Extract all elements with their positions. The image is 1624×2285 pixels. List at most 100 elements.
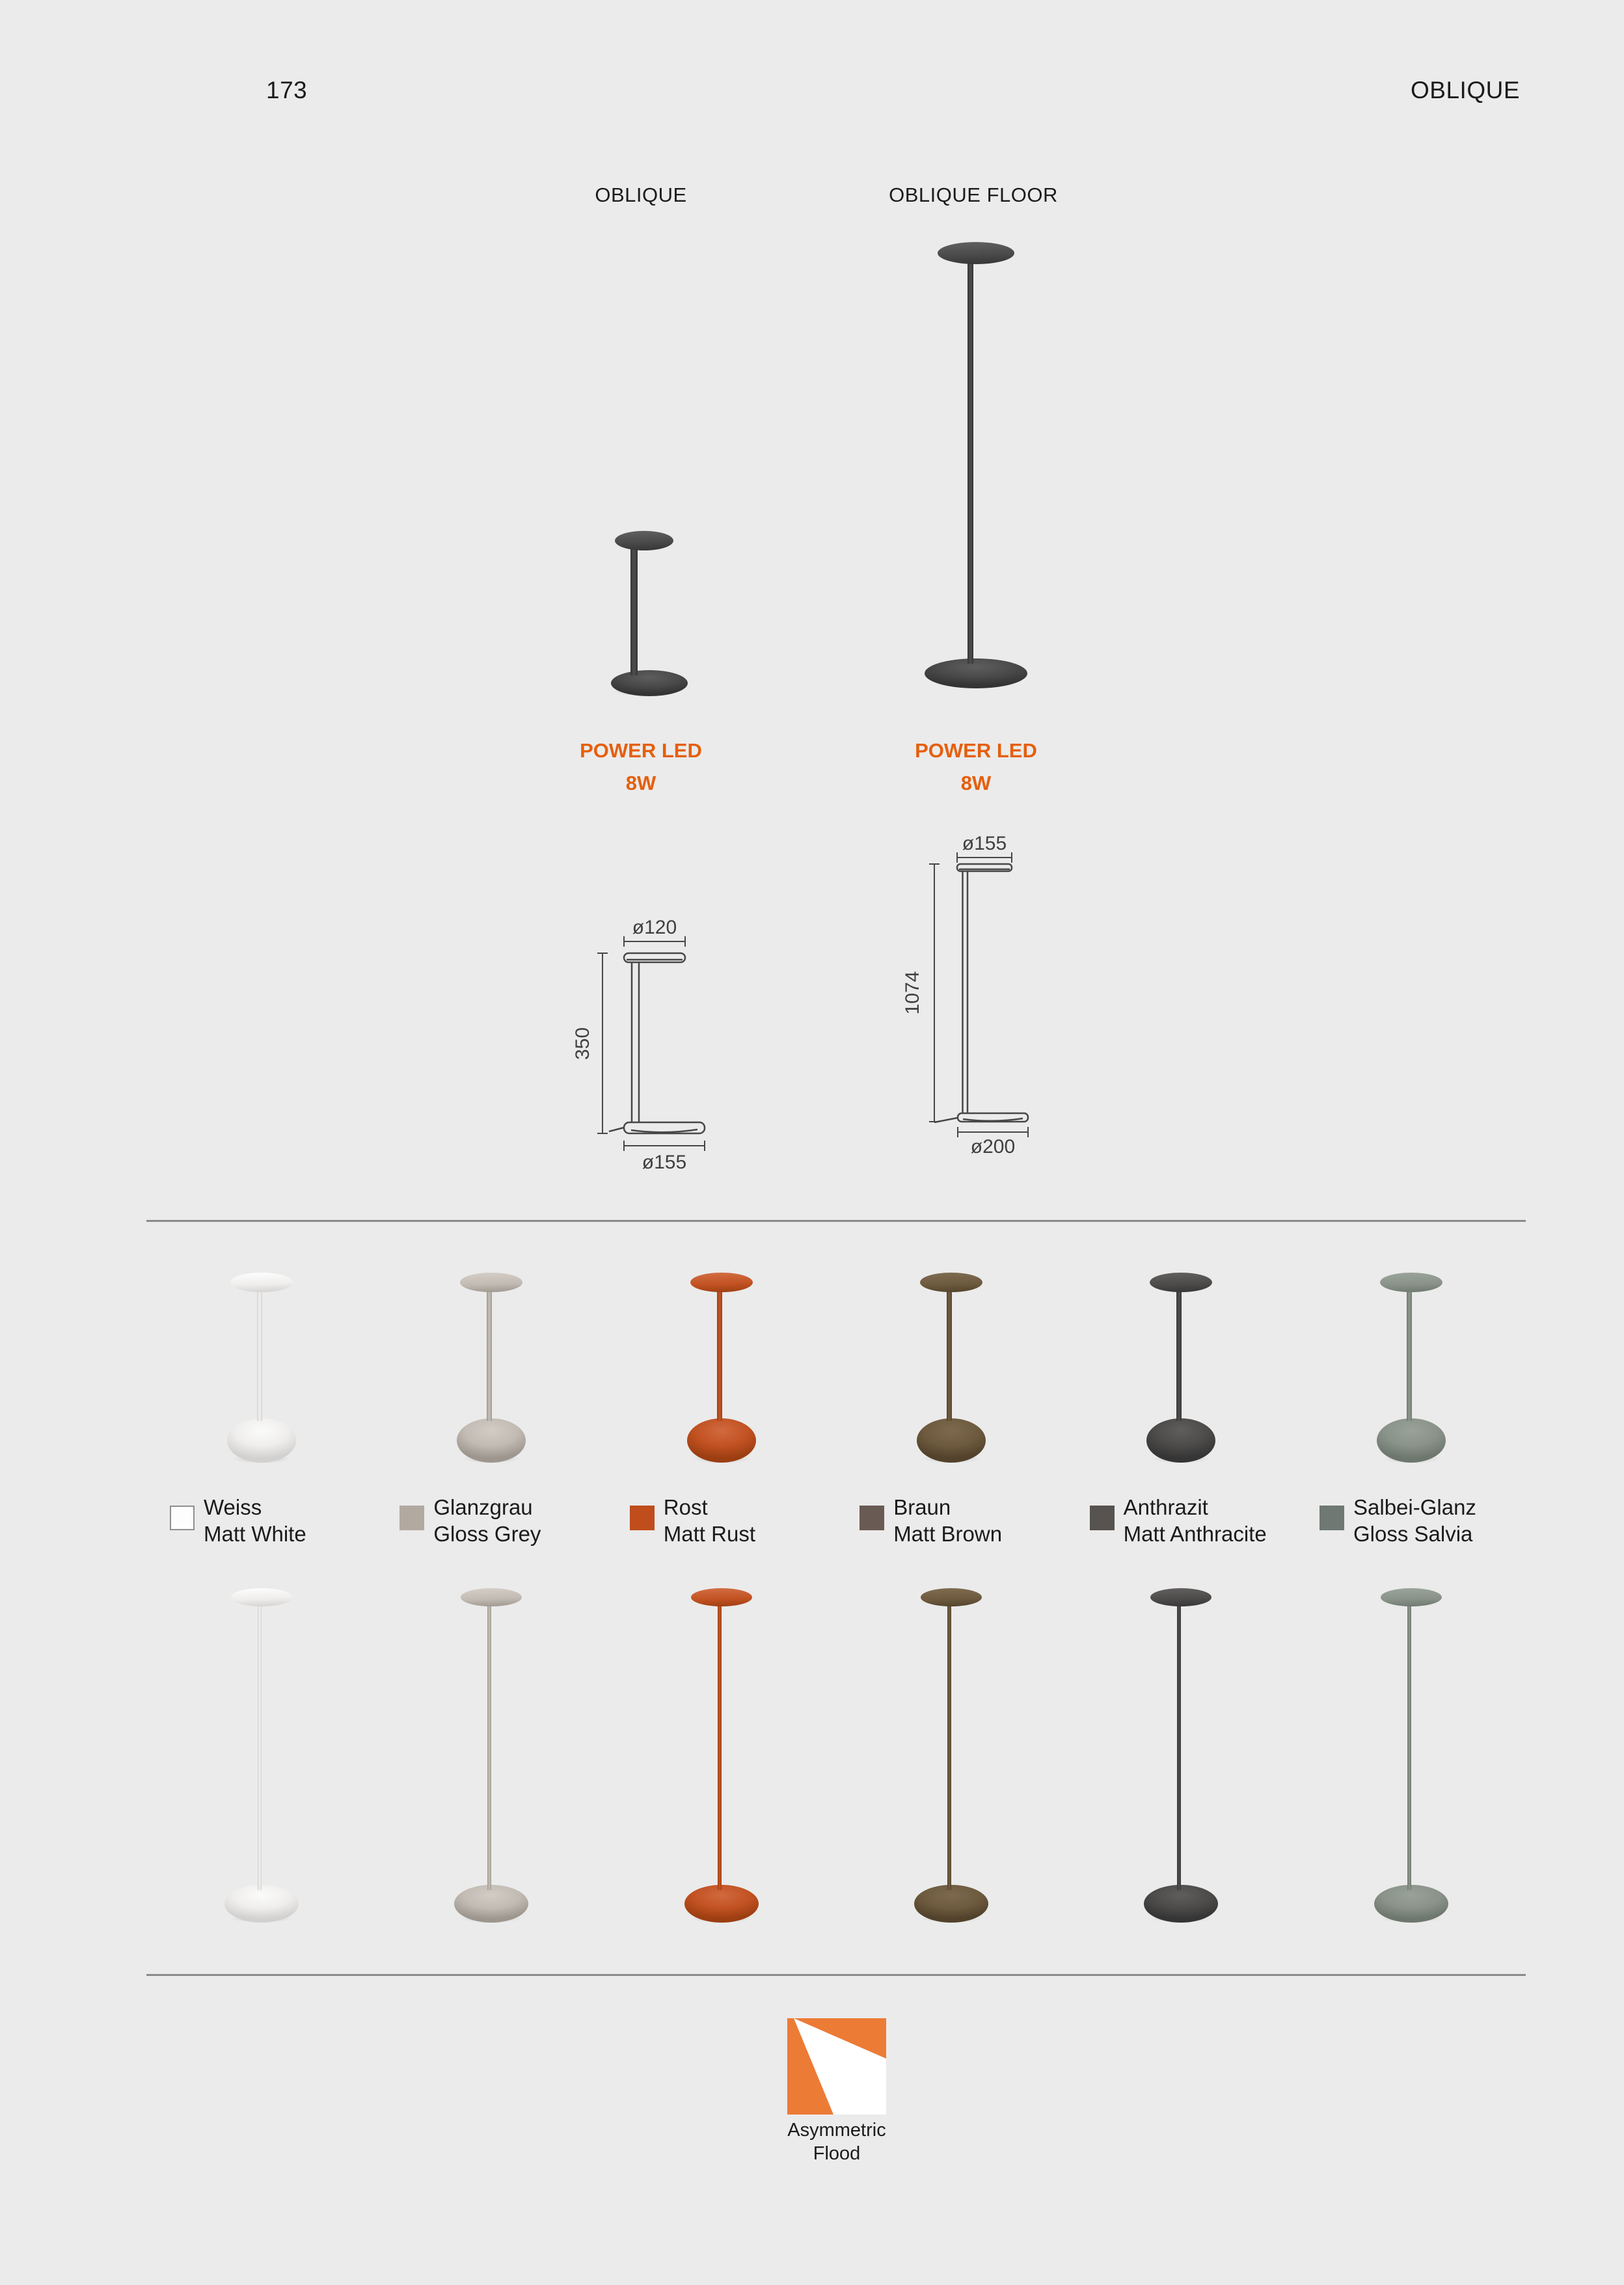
- beam-type-line2: Flood: [813, 2143, 861, 2164]
- finish-table-lamp-0-head: [230, 1273, 293, 1292]
- finish-floor-lamp-4-stem: [1177, 1604, 1182, 1890]
- finish-swatch: [170, 1506, 195, 1530]
- finish-name: Weiss Matt White: [204, 1494, 306, 1547]
- finish-table-lamp-3-head: [919, 1273, 982, 1292]
- beam-type-label: Asymmetric Flood: [787, 2118, 886, 2165]
- finish-name-de: Salbei-Glanz: [1353, 1495, 1476, 1519]
- finish-table-lamp-1: [451, 1273, 532, 1465]
- finish-floor-lamp-1-stem: [487, 1604, 492, 1890]
- finish-table-lamp-4-base: [1146, 1418, 1216, 1463]
- wattage-label-oblique-floor: 8W: [960, 772, 992, 794]
- finish-name: Salbei-Glanz Gloss Salvia: [1353, 1494, 1476, 1547]
- dim-line-head: [956, 852, 1012, 863]
- finish-name-de: Weiss: [204, 1495, 262, 1519]
- wattage-label-oblique: 8W: [625, 772, 656, 794]
- asymmetric-flood-icon: [787, 2018, 886, 2115]
- finish-table-lamp-4: [1141, 1273, 1222, 1465]
- dim-label-head-diameter: ø155: [962, 833, 1007, 854]
- finish-table-lamp-4-head: [1150, 1273, 1213, 1292]
- lamp-outline: [934, 863, 1029, 1124]
- finish-name: Glanzgrau Gloss Grey: [433, 1494, 541, 1547]
- photo-oblique-table-lamp-head: [615, 531, 673, 550]
- finish-floor-lamp-2: [678, 1588, 765, 1924]
- finish-floor-lamp-1-head: [461, 1588, 522, 1606]
- finish-floor-lamp-5-head: [1380, 1588, 1442, 1606]
- dim-label-height: 350: [573, 1027, 593, 1060]
- finish-name: Rost Matt Rust: [664, 1494, 755, 1547]
- finish-floor-lamp-5-base: [1374, 1885, 1448, 1923]
- finish-table-lamp-1-head: [460, 1273, 523, 1292]
- finish-table-lamp-3: [910, 1273, 992, 1465]
- finish-swatch: [1320, 1506, 1344, 1530]
- finish-label-0: Weiss Matt White: [146, 1494, 377, 1565]
- divider-top: [146, 1220, 1526, 1222]
- photo-oblique-floor-lamp: [918, 242, 1034, 691]
- finish-name-en: Matt Brown: [893, 1522, 1003, 1546]
- photo-oblique-floor-lamp-head: [938, 242, 1014, 264]
- finish-table-lamp-0: [221, 1273, 302, 1465]
- finish-table-lamp-3-stem: [946, 1290, 952, 1421]
- finish-table-lamp-5-head: [1379, 1273, 1442, 1292]
- power-led-label-oblique: POWER LED: [580, 739, 702, 762]
- finish-table-lamp-2-head: [690, 1273, 753, 1292]
- finish-floor-lamp-2-base: [684, 1885, 759, 1923]
- finish-name: Braun Matt Brown: [893, 1494, 1002, 1547]
- dim-label-head-diameter: ø120: [632, 917, 677, 938]
- finish-table-lamp-5-stem: [1406, 1290, 1412, 1421]
- photo-oblique-floor-lamp-stem: [968, 262, 973, 664]
- finish-table-lamp-0-stem: [256, 1290, 262, 1421]
- product-title-oblique: OBLIQUE: [595, 183, 687, 206]
- finish-label-2: Rost Matt Rust: [606, 1494, 837, 1565]
- finish-name-en: Matt Anthracite: [1123, 1522, 1267, 1546]
- finish-table-lamp-1-stem: [487, 1290, 493, 1421]
- finish-label-1: Glanzgrau Gloss Grey: [376, 1494, 606, 1565]
- dimension-drawing-oblique: ø120 350 ø155: [573, 917, 706, 1173]
- finish-floor-lamp-2-stem: [717, 1604, 722, 1890]
- finish-floor-lamp-3-base: [914, 1885, 988, 1923]
- finish-name-de: Glanzgrau: [433, 1495, 533, 1519]
- dim-line-base: [623, 1141, 705, 1151]
- finish-label-4: Anthrazit Matt Anthracite: [1066, 1494, 1297, 1565]
- finish-floor-lamp-0-base: [224, 1885, 299, 1923]
- finish-floor-lamp-4-head: [1150, 1588, 1212, 1606]
- finish-name-en: Gloss Grey: [433, 1522, 541, 1546]
- finish-label-5: Salbei-Glanz Gloss Salvia: [1296, 1494, 1526, 1565]
- finish-floor-lamp-2-head: [690, 1588, 752, 1606]
- finish-floor-lamp-5-stem: [1407, 1604, 1411, 1890]
- dim-label-height: 1074: [902, 971, 923, 1015]
- finish-floor-lamp-0-stem: [257, 1604, 262, 1890]
- dimension-drawing-oblique-floor: ø155 1074 ø200: [902, 833, 1029, 1157]
- dim-line-head: [623, 936, 686, 947]
- finish-floor-lamp-0-head: [230, 1588, 292, 1606]
- finish-table-lamp-2-stem: [716, 1290, 722, 1421]
- finish-table-lamp-2-base: [686, 1418, 756, 1463]
- photo-oblique-table-lamp-base: [611, 670, 688, 696]
- product-title-oblique-floor: OBLIQUE FLOOR: [889, 183, 1058, 206]
- finish-label-3: Braun Matt Brown: [836, 1494, 1066, 1565]
- page-header-title: OBLIQUE: [1411, 77, 1520, 103]
- finish-floor-lamp-1: [448, 1588, 535, 1924]
- dim-line-height: [929, 863, 940, 1122]
- photo-oblique-floor-lamp-base: [925, 658, 1027, 688]
- lamp-outline: [608, 952, 706, 1135]
- finish-name-de: Braun: [893, 1495, 951, 1519]
- finish-floor-lamp-4-base: [1144, 1885, 1219, 1923]
- dim-line-base: [957, 1127, 1029, 1137]
- finish-floor-lamp-3: [908, 1588, 994, 1924]
- photo-oblique-table-lamp-stem: [630, 548, 638, 675]
- finish-table-lamp-5: [1370, 1273, 1452, 1465]
- finish-table-lamp-3-base: [916, 1418, 986, 1463]
- finish-name: Anthrazit Matt Anthracite: [1124, 1494, 1267, 1547]
- finish-table-lamp-0-base: [226, 1418, 296, 1463]
- finish-floor-lamp-3-stem: [947, 1604, 951, 1890]
- divider-bottom: [146, 1974, 1526, 1976]
- finish-table-lamp-2: [681, 1273, 762, 1465]
- beam-type-line1: Asymmetric: [787, 2120, 886, 2141]
- dim-label-base-diameter: ø200: [971, 1136, 1015, 1157]
- finish-table-lamp-4-stem: [1176, 1290, 1182, 1421]
- finish-swatch: [1089, 1506, 1115, 1530]
- finish-name-en: Matt White: [204, 1522, 306, 1546]
- finish-swatch: [629, 1506, 655, 1530]
- page-number: 173: [266, 77, 308, 103]
